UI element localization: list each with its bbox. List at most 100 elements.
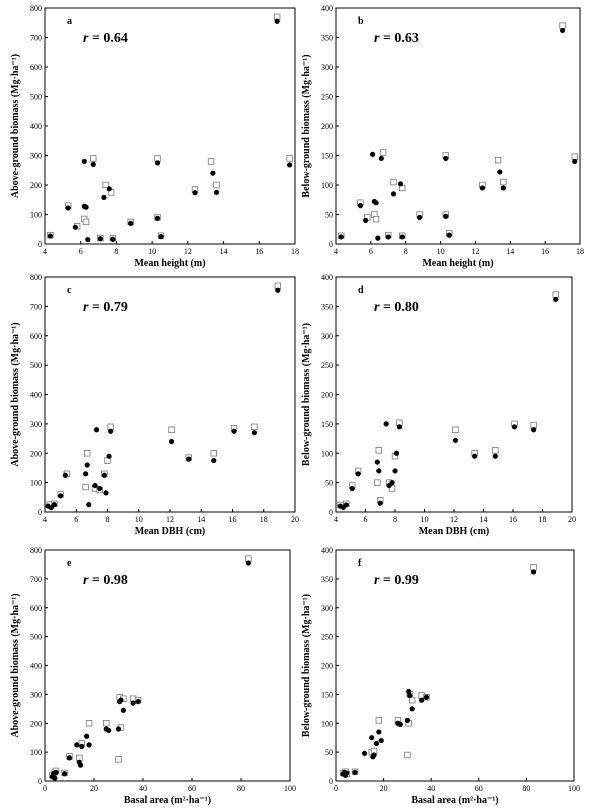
y-tick-label: 400	[30, 122, 42, 131]
correlation-annotation: r = 0.99	[374, 573, 419, 588]
data-point-square	[552, 291, 559, 298]
data-point-circle	[58, 493, 64, 499]
data-point-square	[500, 178, 507, 186]
correlation-annotation: r = 0.98	[83, 573, 128, 588]
panel-label: c	[67, 285, 72, 296]
data-point-circle	[338, 234, 344, 240]
plot-frame	[335, 7, 581, 245]
y-tick-label: 350	[321, 34, 333, 43]
y-axis-label: Below-ground biomass (Mg·ha⁻¹)	[301, 54, 312, 197]
data-point-circle	[128, 220, 134, 226]
x-tick-label: 18	[260, 515, 268, 524]
y-tick-label: 0	[38, 777, 42, 786]
data-point-square	[530, 564, 537, 571]
x-tick-label: 8	[404, 247, 408, 256]
x-tick-label: 8	[393, 515, 397, 524]
x-tick-label: 80	[522, 784, 530, 793]
y-tick-label: 100	[30, 748, 42, 757]
data-point-circle	[377, 500, 383, 506]
data-point-circle	[352, 769, 358, 775]
y-tick-label: 200	[30, 181, 42, 190]
data-point-circle	[479, 185, 485, 191]
y-axis-label: Below-ground biomass (Mg·ha⁻¹)	[301, 594, 312, 737]
data-point-circle	[378, 155, 384, 162]
x-tick-label: 14	[220, 247, 228, 256]
x-axis-label: Mean height (m)	[422, 258, 493, 269]
data-point-circle	[92, 482, 98, 489]
data-point-circle	[392, 468, 398, 474]
x-tick-label: 16	[229, 515, 237, 524]
y-tick-label: 800	[30, 546, 42, 555]
data-point-square	[492, 447, 499, 454]
data-point-square	[408, 696, 416, 704]
y-tick-label: 400	[30, 391, 42, 400]
data-point-circle	[97, 236, 103, 242]
x-tick-label: 20	[291, 515, 299, 524]
x-tick-label: 12	[471, 247, 479, 256]
data-point-circle	[158, 234, 164, 240]
y-tick-label: 100	[30, 211, 42, 220]
y-tick-label: 50	[325, 211, 333, 220]
y-tick-label: 600	[30, 63, 42, 72]
y-tick-label: 400	[321, 4, 333, 13]
data-point-circle	[343, 502, 349, 508]
data-point-circle	[407, 692, 413, 699]
y-tick-label: 200	[321, 122, 333, 131]
data-point-circle	[52, 775, 58, 781]
data-point-circle	[213, 189, 220, 195]
data-point-circle	[390, 191, 397, 197]
y-axis-label: Above-ground biomass (Mg·ha⁻¹)	[10, 54, 21, 198]
data-point-circle	[210, 170, 216, 176]
y-tick-label: 100	[30, 479, 42, 488]
data-point-circle	[405, 688, 412, 695]
data-point-circle	[86, 502, 92, 508]
data-point-circle	[553, 296, 559, 302]
data-point-circle	[154, 160, 161, 166]
x-tick-label: 6	[369, 247, 373, 256]
data-point-circle	[393, 450, 400, 456]
data-point-circle	[397, 721, 403, 728]
data-point-circle	[452, 437, 459, 443]
data-point-circle	[211, 457, 217, 464]
data-point-square	[530, 421, 537, 429]
data-point-circle	[115, 726, 122, 732]
data-point-circle	[375, 235, 381, 241]
x-tick-label: 18	[576, 247, 584, 256]
x-tick-label: 0	[43, 784, 47, 793]
y-tick-label: 600	[30, 332, 42, 341]
data-point-circle	[355, 471, 361, 477]
y-tick-label: 300	[321, 63, 333, 72]
x-tick-label: 60	[475, 784, 483, 793]
data-point-circle	[472, 453, 478, 459]
data-point-circle	[106, 727, 112, 734]
panel-label: f	[358, 558, 362, 569]
data-point-circle	[93, 427, 100, 433]
data-point-circle	[245, 560, 251, 566]
data-point-circle	[497, 169, 503, 175]
data-point-circle	[274, 18, 280, 24]
y-tick-label: 50	[325, 748, 333, 757]
data-point-square	[372, 216, 380, 223]
x-tick-label: 100	[284, 784, 296, 793]
y-tick-label: 0	[38, 240, 42, 249]
y-tick-label: 0	[329, 777, 333, 786]
data-point-circle	[106, 453, 112, 459]
panel-a: 4 6 8 10 12 14 16 18 0 100 200 300 400 500 600 700 800 Me…	[10, 4, 299, 269]
data-point-circle	[53, 769, 59, 775]
x-tick-label: 16	[255, 247, 263, 256]
x-tick-label: 4	[43, 247, 47, 256]
data-point-circle	[83, 471, 89, 477]
data-point-circle	[397, 181, 404, 187]
panel-b: 4 6 8 10 12 14 16 18 0 50 100 150 200 250 300 350 400 Mea…	[301, 4, 584, 269]
y-tick-label: 300	[30, 152, 42, 161]
y-tick-label: 100	[321, 181, 333, 190]
data-point-circle	[65, 205, 71, 211]
x-tick-label: 14	[506, 247, 514, 256]
data-point-square	[390, 178, 397, 186]
x-tick-label: 100	[568, 784, 580, 793]
data-point-circle	[559, 27, 566, 34]
y-tick-label: 0	[329, 508, 333, 517]
x-tick-label: 14	[197, 515, 205, 524]
data-point-circle	[72, 224, 78, 230]
data-point-circle	[84, 462, 90, 468]
